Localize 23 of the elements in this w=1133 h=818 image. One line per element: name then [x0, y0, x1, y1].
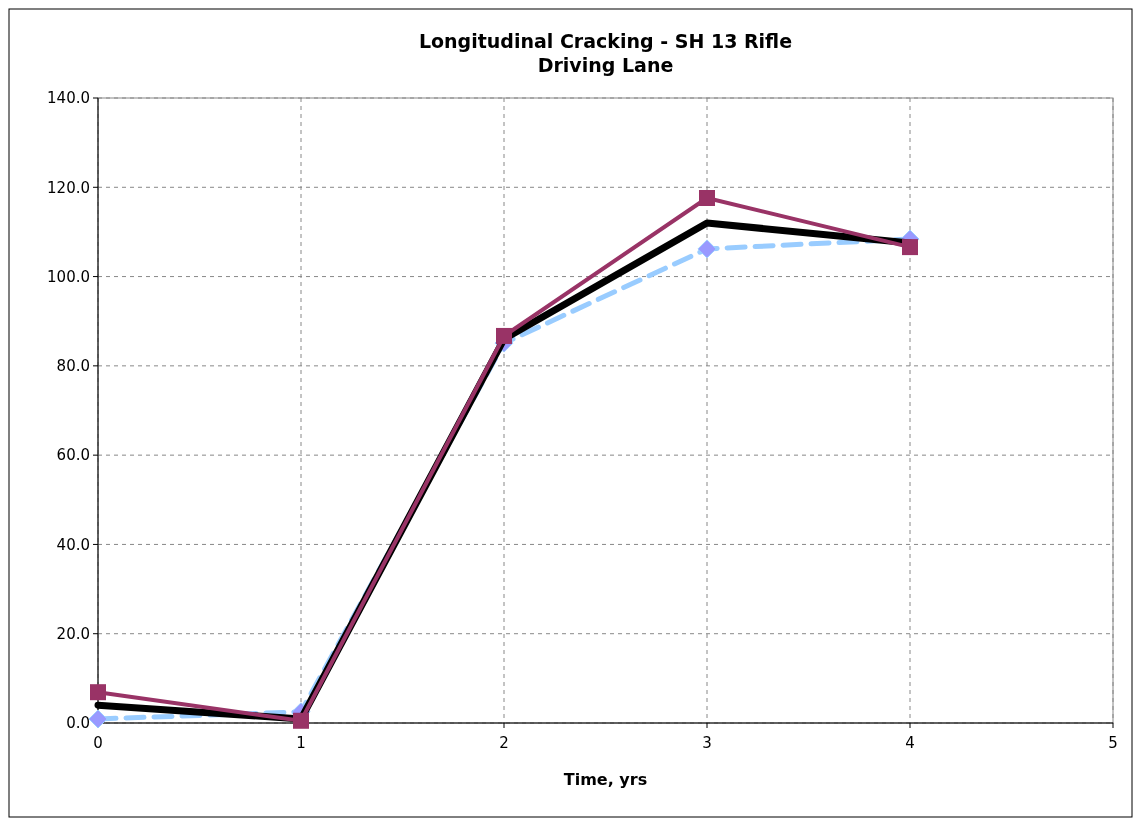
x-tick-label: 0	[93, 734, 103, 752]
y-tick-label: 80.0	[56, 357, 90, 376]
point	[902, 239, 918, 256]
x-tick-label: 2	[499, 734, 509, 752]
y-tick-label: 120.0	[47, 178, 90, 197]
point	[699, 190, 715, 206]
y-tick-label: 20.0	[56, 624, 90, 643]
x-tick-label: 3	[702, 734, 712, 752]
point	[90, 684, 106, 701]
point	[88, 709, 108, 729]
point	[293, 712, 309, 729]
chart-title: Longitudinal Cracking - SH 13 Rifle Driving Lane	[418, 30, 793, 76]
x-tick-label: 5	[1108, 734, 1118, 752]
point	[496, 327, 512, 344]
y-tick-label: 0.0	[66, 714, 90, 733]
y-tick-label: 140.0	[47, 89, 90, 108]
x-tick-label: 4	[905, 734, 915, 752]
x-tick-label: 1	[296, 734, 306, 752]
y-tick-label: 100.0	[47, 267, 90, 286]
y-tick-label: 60.0	[56, 446, 90, 465]
point	[697, 239, 717, 259]
x-axis-title: Time, yrs	[563, 770, 648, 789]
y-tick-label: 40.0	[56, 535, 90, 554]
